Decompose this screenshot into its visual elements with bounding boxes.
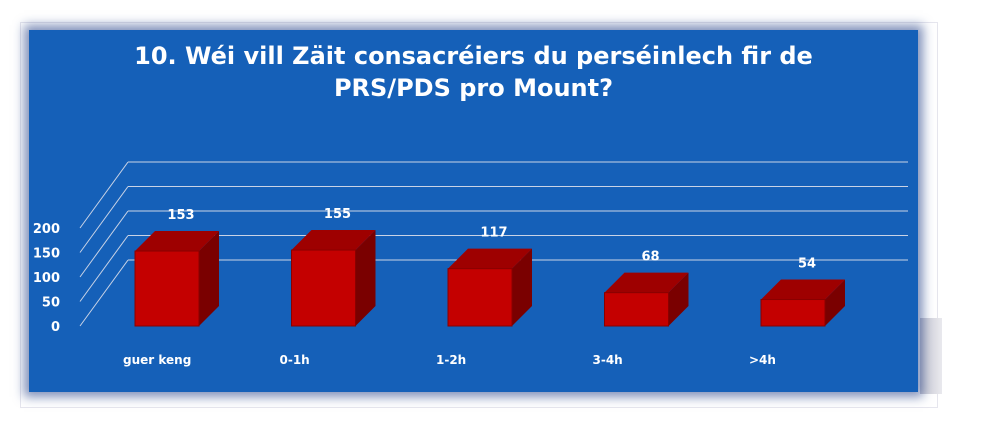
data-label: 68 <box>641 250 659 265</box>
bar-top <box>604 272 689 293</box>
frame-shadow <box>920 318 942 394</box>
bar-side <box>199 231 219 326</box>
bar <box>760 299 826 327</box>
y-tick-label: 150 <box>33 247 60 262</box>
x-tick-label: 0-1h <box>280 353 310 367</box>
bar-top <box>135 231 219 252</box>
x-tick-label: >4h <box>749 353 776 367</box>
gridline-depth-3 <box>79 186 129 253</box>
y-tick-label: 100 <box>33 271 60 286</box>
bar-top <box>448 248 532 269</box>
bar-top <box>291 230 376 251</box>
bar-side <box>355 230 376 326</box>
bar-side <box>825 279 845 326</box>
bar <box>447 268 513 327</box>
x-tick-label: 3-4h <box>593 353 623 367</box>
data-label: 153 <box>167 208 194 223</box>
bar-top <box>761 279 845 300</box>
gridline-depth-0 <box>79 259 129 327</box>
gridline-depth-1 <box>79 235 129 302</box>
bar <box>604 292 669 327</box>
gridline-depth-2 <box>79 210 129 278</box>
gridline-depth-4 <box>79 161 129 229</box>
bar-side <box>668 272 689 326</box>
y-tick-label: 0 <box>51 320 60 335</box>
bar <box>291 249 356 327</box>
bar-side <box>512 248 532 326</box>
x-tick-label: guer keng <box>123 353 191 367</box>
x-tick-label: 1-2h <box>436 353 466 367</box>
y-tick-label: 200 <box>33 222 60 237</box>
data-label: 155 <box>324 207 351 222</box>
y-tick-label: 50 <box>42 296 60 311</box>
data-label: 117 <box>480 226 507 241</box>
data-label: 54 <box>798 257 816 272</box>
bar <box>134 250 200 327</box>
chart-title: 10. Wéi vill Zäit consacréiers du perséi… <box>134 42 813 102</box>
